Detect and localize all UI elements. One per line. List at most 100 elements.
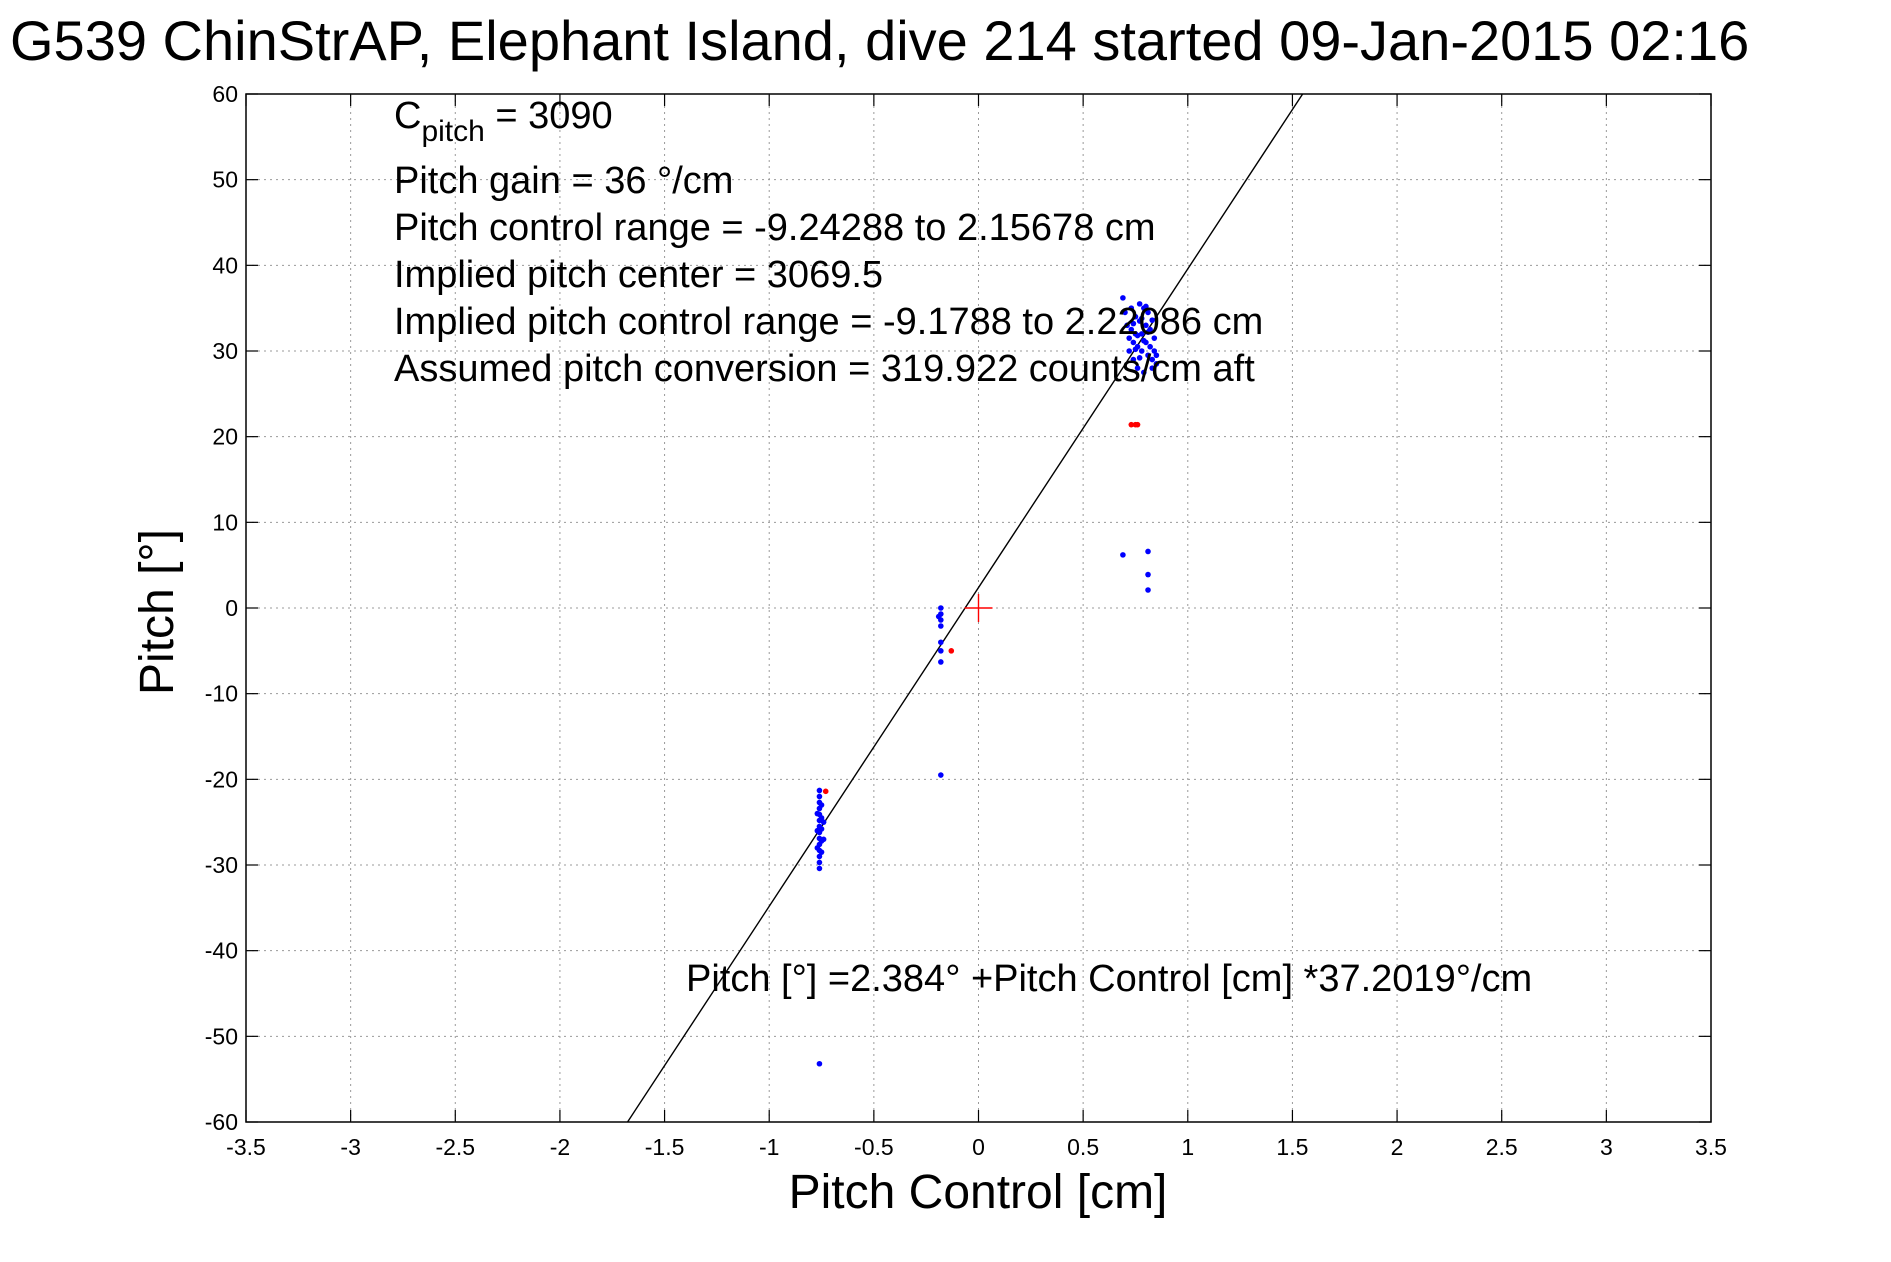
chart-title: G539 ChinStrAP, Elephant Island, dive 21… bbox=[10, 9, 1749, 72]
blue-data-point bbox=[938, 605, 944, 611]
blue-data-point bbox=[938, 659, 944, 665]
blue-data-point bbox=[1130, 339, 1137, 346]
blue-data-point bbox=[1145, 309, 1151, 316]
x-tick-label: -1.5 bbox=[645, 1134, 685, 1160]
blue-data-point bbox=[935, 613, 942, 620]
blue-data-point bbox=[818, 849, 825, 855]
red-data-point bbox=[1128, 421, 1135, 428]
blue-data-point bbox=[818, 815, 825, 821]
c-pitch-value: = 3090 bbox=[485, 95, 613, 137]
y-axis-ticks: 60 50 40 30 20 10 0 -10 -20 -30 -40 -50 -60 bbox=[205, 81, 1711, 1135]
blue-data-point bbox=[1149, 317, 1156, 323]
blue-data-point bbox=[1145, 329, 1151, 335]
x-tick-label: 0.5 bbox=[1067, 1134, 1099, 1160]
blue-data-point bbox=[816, 853, 823, 860]
y-tick-label: -20 bbox=[205, 766, 238, 792]
blue-data-point bbox=[814, 845, 821, 851]
c-pitch-main: C bbox=[394, 95, 421, 137]
y-tick-label: -60 bbox=[205, 1109, 238, 1135]
annotation-implied-center: Implied pitch center = 3069.5 bbox=[394, 254, 883, 296]
blue-data-point bbox=[1132, 346, 1139, 353]
c-pitch-sub: pitch bbox=[421, 115, 484, 148]
annotation-conversion: Assumed pitch conversion = 319.922 count… bbox=[394, 348, 1255, 390]
red-data-point bbox=[822, 788, 829, 795]
blue-data-point bbox=[820, 836, 827, 843]
blue-data-point bbox=[1128, 305, 1135, 311]
blue-data-point bbox=[1136, 301, 1143, 307]
blue-data-point bbox=[818, 802, 825, 808]
blue-data-point bbox=[938, 623, 944, 629]
blue-data-point bbox=[818, 826, 825, 832]
x-axis-ticks: -3.5 -3 -2.5 -2 -1.5 -1 -0.5 0 0.5 1 1.5 2 2.5 3 3.5 bbox=[226, 94, 1727, 1160]
blue-data-point bbox=[1132, 313, 1139, 320]
blue-data-point bbox=[1134, 332, 1141, 339]
blue-data-point bbox=[1153, 361, 1160, 367]
blue-data-point bbox=[1126, 348, 1132, 354]
blue-data-point bbox=[938, 639, 944, 646]
annotation-control-range: Pitch control range = -9.24288 to 2.1567… bbox=[394, 207, 1156, 249]
blue-data-point bbox=[938, 772, 944, 778]
blue-data-point bbox=[1138, 315, 1145, 322]
y-tick-label: -10 bbox=[205, 681, 238, 707]
y-tick-label: 60 bbox=[212, 81, 238, 107]
blue-data-point bbox=[1153, 352, 1160, 359]
blue-data-point bbox=[1130, 320, 1137, 327]
blue-data-point bbox=[938, 648, 944, 654]
annotation-c-pitch: Cpitch = 3090 bbox=[394, 95, 613, 148]
red-data-point bbox=[948, 648, 955, 654]
x-tick-label: 2.5 bbox=[1486, 1134, 1518, 1160]
x-tick-label: -3 bbox=[340, 1134, 360, 1160]
x-tick-label: -2 bbox=[550, 1134, 570, 1160]
blue-data-point bbox=[1134, 365, 1141, 371]
y-tick-label: -40 bbox=[205, 938, 238, 964]
y-tick-label: -50 bbox=[205, 1023, 238, 1049]
blue-data-point bbox=[816, 787, 823, 794]
blue-data-point bbox=[820, 819, 827, 825]
blue-data-point bbox=[1143, 322, 1149, 329]
annotation-pitch-gain: Pitch gain = 36 °/cm bbox=[394, 160, 733, 202]
blue-data-point bbox=[816, 865, 823, 872]
blue-data-point bbox=[1128, 326, 1135, 333]
blue-data-point bbox=[1120, 552, 1126, 558]
x-tick-label: -1 bbox=[759, 1134, 779, 1160]
blue-data-point bbox=[814, 827, 821, 834]
y-tick-label: 30 bbox=[212, 338, 238, 364]
blue-data-point bbox=[1141, 369, 1147, 376]
blue-data-point bbox=[1130, 356, 1137, 363]
x-tick-label: -3.5 bbox=[226, 1134, 266, 1160]
blue-data-point bbox=[1143, 303, 1149, 310]
y-tick-label: 50 bbox=[212, 167, 238, 193]
blue-data-point bbox=[1145, 548, 1151, 555]
x-tick-label: 2 bbox=[1391, 1134, 1404, 1160]
x-tick-label: 1 bbox=[1181, 1134, 1194, 1160]
x-tick-label: 1.5 bbox=[1276, 1134, 1308, 1160]
x-tick-label: -2.5 bbox=[435, 1134, 475, 1160]
annotation-implied-range: Implied pitch control range = -9.1788 to… bbox=[394, 301, 1263, 343]
y-tick-label: 20 bbox=[212, 424, 238, 450]
blue-data-point bbox=[1136, 355, 1143, 361]
x-tick-label: -0.5 bbox=[854, 1134, 894, 1160]
y-tick-label: 10 bbox=[212, 509, 238, 535]
blue-data-point bbox=[1124, 322, 1130, 329]
red-data-point bbox=[1134, 421, 1141, 428]
y-tick-label: 0 bbox=[225, 595, 238, 621]
blue-data-point bbox=[816, 793, 823, 800]
y-tick-label: -30 bbox=[205, 852, 238, 878]
x-tick-label: 3 bbox=[1600, 1134, 1613, 1160]
blue-data-point bbox=[1120, 295, 1126, 301]
blue-data-point bbox=[1126, 335, 1132, 341]
blue-data-point bbox=[816, 859, 823, 866]
x-axis-label: Pitch Control [cm] bbox=[789, 1166, 1168, 1219]
y-axis-label: Pitch [°] bbox=[131, 529, 184, 695]
center-marker bbox=[964, 594, 993, 622]
blue-data-point bbox=[1149, 356, 1156, 363]
blue-data-point bbox=[816, 1060, 823, 1067]
blue-data-point bbox=[1147, 343, 1153, 350]
blue-data-point bbox=[1138, 348, 1145, 354]
blue-data-point bbox=[1145, 571, 1151, 578]
y-tick-label: 40 bbox=[212, 252, 238, 278]
blue-data-point bbox=[1122, 309, 1128, 316]
annotation-fit-equation: Pitch [°] =2.384° +Pitch Control [cm] *3… bbox=[686, 958, 1532, 1000]
blue-data-point bbox=[1145, 352, 1151, 359]
